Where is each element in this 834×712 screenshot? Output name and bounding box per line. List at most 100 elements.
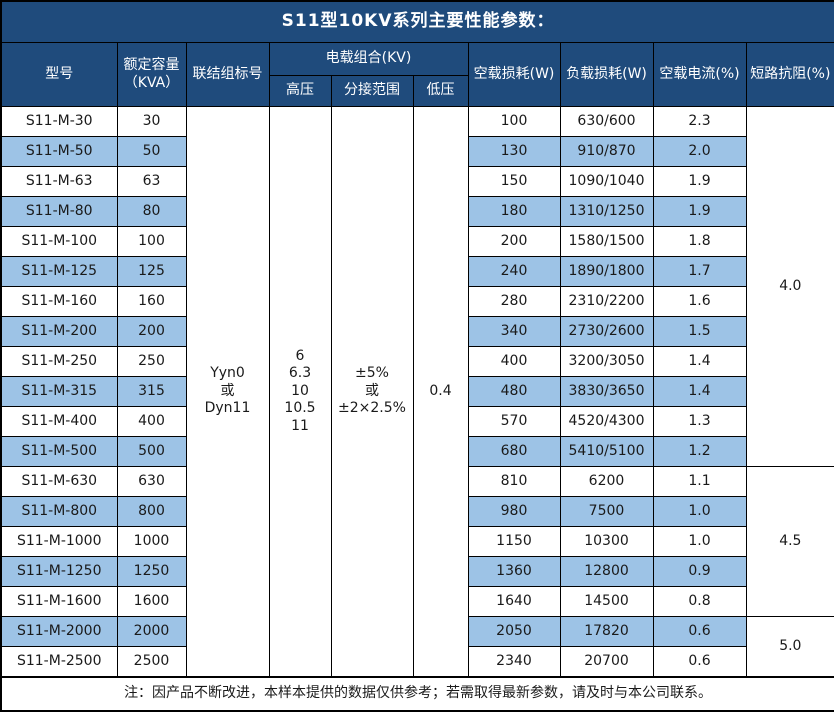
cell-no-load-current: 1.6 — [652, 286, 747, 317]
cell-no-load-loss: 200 — [467, 226, 561, 257]
cell-model: S11-M-800 — [0, 496, 118, 527]
cell-load-loss: 630/600 — [559, 106, 654, 137]
cell-load-loss: 17820 — [559, 616, 654, 647]
title-row: S11型10KV系列主要性能参数： — [0, 0, 834, 43]
cell-no-load-loss: 1360 — [467, 556, 561, 587]
table-footer: 注：因产品不断改进，本样本提供的数据仅供参考；若需取得最新参数，请及时与本公司联… — [0, 675, 834, 711]
header-no-load-current: 空载电流(%) — [652, 42, 747, 107]
cell-model: S11-M-125 — [0, 256, 118, 287]
cell-rated-capacity: 160 — [116, 286, 187, 317]
cell-connection-group: Yyn0 或 Dyn11 — [185, 106, 270, 677]
header-voltage-combination: 电载组合(KV) — [268, 42, 469, 76]
cell-no-load-current: 1.9 — [652, 166, 747, 197]
header-model: 型号 — [0, 42, 118, 107]
cell-rated-capacity: 200 — [116, 316, 187, 347]
cell-no-load-loss: 280 — [467, 286, 561, 317]
cell-no-load-current: 1.0 — [652, 496, 747, 527]
cell-load-loss: 1090/1040 — [559, 166, 654, 197]
cell-load-loss: 2730/2600 — [559, 316, 654, 347]
cell-rated-capacity: 500 — [116, 436, 187, 467]
cell-model: S11-M-80 — [0, 196, 118, 227]
header-row-1: 型号 额定容量 （KVA） 联结组标号 电载组合(KV) 空载损耗(W) 负载损… — [0, 42, 834, 107]
cell-rated-capacity: 50 — [116, 136, 187, 167]
cell-no-load-current: 1.0 — [652, 526, 747, 557]
header-tap-range: 分接范围 — [330, 75, 414, 107]
table-row: S11-M-2000 2000 2050 17820 0.6 5.0 — [0, 616, 834, 677]
table-row: S11-M-125 125 240 1890/1800 1.7 — [0, 256, 834, 287]
cell-no-load-current: 2.3 — [652, 106, 747, 137]
table-row: S11-M-315 315 480 3830/3650 1.4 — [0, 376, 834, 407]
cell-model: S11-M-2000 — [0, 616, 118, 647]
cell-load-loss: 6200 — [559, 466, 654, 497]
footer-note: 注：因产品不断改进，本样本提供的数据仅供参考；若需取得最新参数，请及时与本公司联… — [0, 675, 834, 711]
header-low-voltage: 低压 — [412, 75, 469, 107]
cell-no-load-current: 2.0 — [652, 136, 747, 167]
cell-model: S11-M-500 — [0, 436, 118, 467]
cell-model: S11-M-50 — [0, 136, 118, 167]
header-row-2: 高压 分接范围 低压 — [1, 75, 834, 107]
cell-rated-capacity: 1000 — [116, 526, 187, 557]
cell-no-load-loss: 130 — [467, 136, 561, 167]
cell-no-load-loss: 1640 — [467, 586, 561, 617]
cell-rated-capacity: 400 — [116, 406, 187, 437]
header-capacity: 额定容量 （KVA） — [116, 42, 187, 107]
cell-model: S11-M-400 — [0, 406, 118, 437]
cell-load-loss: 1890/1800 — [559, 256, 654, 287]
cell-short-circuit-impedance: 4.5 — [745, 466, 834, 617]
table-row: S11-M-63 63 150 1090/1040 1.9 — [0, 166, 834, 197]
cell-model: S11-M-1000 — [0, 526, 118, 557]
table-body: S11-M-30 30 Yyn0 或 Dyn11 6 6.3 10 10.5 11 ±5% 或 ±2×2… — [0, 106, 834, 677]
cell-load-loss: 14500 — [559, 586, 654, 617]
cell-no-load-loss: 340 — [467, 316, 561, 347]
cell-rated-capacity: 63 — [116, 166, 187, 197]
cell-rated-capacity: 100 — [116, 226, 187, 257]
cell-no-load-loss: 400 — [467, 346, 561, 377]
cell-no-load-current: 0.9 — [652, 556, 747, 587]
cell-no-load-loss: 240 — [467, 256, 561, 287]
cell-no-load-current: 1.4 — [652, 346, 747, 377]
cell-no-load-loss: 100 — [467, 106, 561, 137]
cell-rated-capacity: 315 — [116, 376, 187, 407]
table-header: S11型10KV系列主要性能参数： 型号 额定容量 （KVA） 联结组标号 电载… — [0, 0, 834, 107]
table-row: S11-M-160 160 280 2310/2200 1.6 — [0, 286, 834, 317]
cell-load-loss: 5410/5100 — [559, 436, 654, 467]
cell-model: S11-M-160 — [0, 286, 118, 317]
cell-load-loss: 1580/1500 — [559, 226, 654, 257]
table-row: S11-M-1600 1600 1640 14500 0.8 — [0, 586, 834, 617]
cell-no-load-current: 1.7 — [652, 256, 747, 287]
table-row: S11-M-630 630 810 6200 1.1 4.5 — [0, 466, 834, 617]
cell-model: S11-M-1600 — [0, 586, 118, 617]
footer-row: 注：因产品不断改进，本样本提供的数据仅供参考；若需取得最新参数，请及时与本公司联… — [0, 675, 834, 711]
cell-load-loss: 7500 — [559, 496, 654, 527]
cell-no-load-loss: 2050 — [467, 616, 561, 647]
cell-rated-capacity: 630 — [116, 466, 187, 497]
cell-model: S11-M-250 — [0, 346, 118, 377]
cell-rated-capacity: 30 — [116, 106, 187, 137]
cell-no-load-loss: 680 — [467, 436, 561, 467]
cell-model: S11-M-1250 — [0, 556, 118, 587]
cell-load-loss: 1310/1250 — [559, 196, 654, 227]
cell-rated-capacity: 125 — [116, 256, 187, 287]
header-capacity-line2: （KVA） — [123, 74, 180, 91]
cell-no-load-loss: 1150 — [467, 526, 561, 557]
cell-no-load-current: 1.9 — [652, 196, 747, 227]
cell-no-load-loss: 2340 — [467, 646, 561, 677]
cell-no-load-loss: 150 — [467, 166, 561, 197]
cell-model: S11-M-100 — [0, 226, 118, 257]
header-high-voltage: 高压 — [268, 75, 332, 107]
cell-no-load-current: 1.2 — [652, 436, 747, 467]
table-row: S11-M-200 200 340 2730/2600 1.5 — [0, 316, 834, 347]
cell-no-load-loss: 180 — [467, 196, 561, 227]
cell-no-load-current: 1.8 — [652, 226, 747, 257]
header-no-load-loss: 空载损耗(W) — [467, 42, 561, 107]
table-row: S11-M-1250 1250 1360 12800 0.9 — [0, 556, 834, 587]
cell-no-load-current: 0.8 — [652, 586, 747, 617]
cell-tap-range: ±5% 或 ±2×2.5% — [330, 106, 414, 677]
cell-model: S11-M-30 — [0, 106, 118, 137]
table-row: S11-M-80 80 180 1310/1250 1.9 — [0, 196, 834, 227]
header-capacity-line1: 额定容量 — [123, 57, 180, 73]
cell-no-load-current: 1.4 — [652, 376, 747, 407]
cell-model: S11-M-630 — [0, 466, 118, 497]
header-load-loss: 负载损耗(W) — [559, 42, 654, 107]
cell-no-load-loss: 570 — [467, 406, 561, 437]
